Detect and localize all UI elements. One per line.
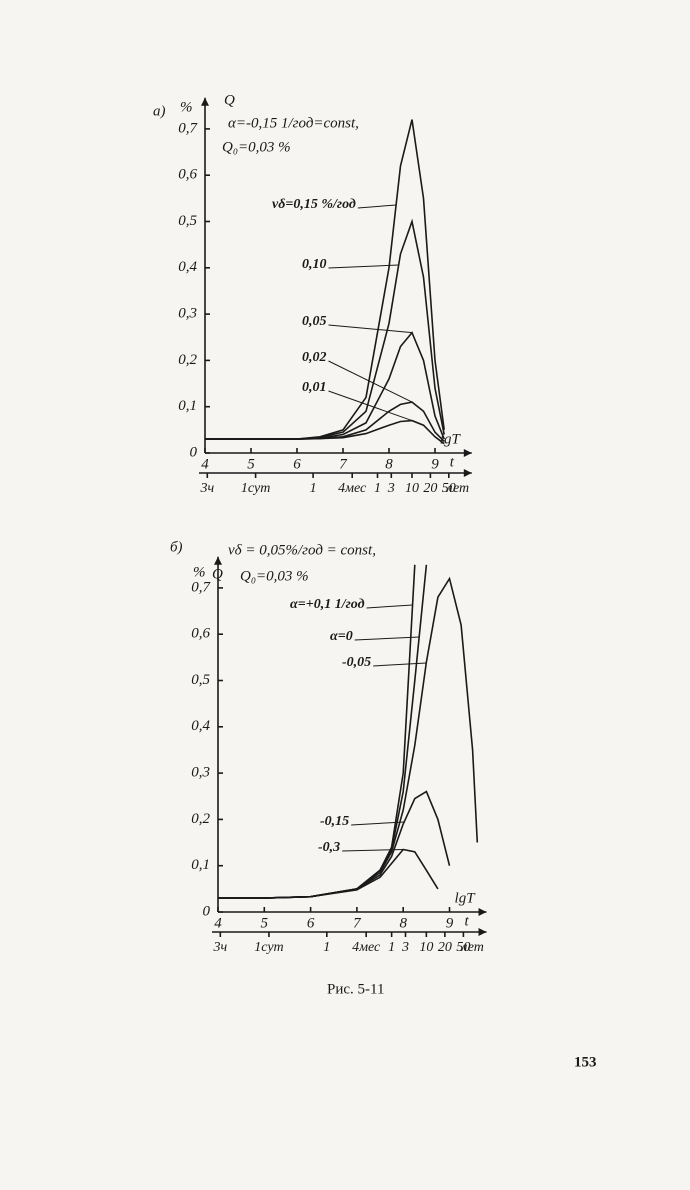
series-label: 0,10 <box>302 257 327 272</box>
leader-line <box>357 204 397 209</box>
page-number: 153 <box>574 1054 597 1070</box>
y-tick-label: 0,5 <box>191 672 210 688</box>
y-tick-label: 0,2 <box>178 352 197 368</box>
y-tick-label: 0,1 <box>178 398 197 414</box>
time-tick-label: 50 <box>456 940 470 955</box>
leader-line <box>342 848 404 852</box>
x-tick-label: 9 <box>446 915 454 931</box>
annotation: Q₀=0,03 % <box>222 139 291 155</box>
series-label: -0,05 <box>342 655 371 670</box>
series-label: 0,05 <box>302 314 327 329</box>
y-tick-label: 0,4 <box>191 718 210 734</box>
leader-line <box>354 636 420 641</box>
y-tick-label: 0,3 <box>178 306 197 322</box>
y-tick-label: 0,5 <box>178 213 197 229</box>
annotation: vδ = 0,05%/год = const, <box>228 542 376 558</box>
leader-line <box>366 604 413 609</box>
time-tick-label: 4мес <box>352 940 381 955</box>
y-tick-label: 0,6 <box>191 626 210 642</box>
y-unit: % <box>193 564 206 580</box>
chart: б) vδ = 0,05%/год = const,Q₀=0,03 %% QlgT0… <box>170 539 487 955</box>
time-tick-label: 3 <box>401 940 409 955</box>
y-tick-label: 0,2 <box>191 811 210 827</box>
x-tick-label: 5 <box>247 456 255 472</box>
time-tick-label: 3ч <box>212 940 227 955</box>
y-unit: % <box>180 99 193 115</box>
time-tick-label: 1сут <box>254 940 283 955</box>
x-tick-label: 8 <box>385 456 393 472</box>
y-tick-label: 0,7 <box>178 120 198 136</box>
x-tick-label: 8 <box>399 915 407 931</box>
leader-line <box>328 390 413 422</box>
time-tick-label: 4мес <box>338 481 367 496</box>
series-label: α=+0,1 1/год <box>290 597 365 612</box>
leader-line <box>373 662 427 667</box>
annotation: α=-0,15 1/год=const, <box>228 115 359 131</box>
series-line <box>218 848 439 899</box>
x-tick-label: 6 <box>307 915 315 931</box>
x-tick-label: 4 <box>201 456 209 472</box>
x-tick-label: 5 <box>261 915 269 931</box>
y-tick-label: 0,7 <box>191 579 211 595</box>
time-tick-label: 3ч <box>199 481 214 496</box>
time-tick-label: 20 <box>423 481 437 496</box>
time-tick-label: 3 <box>387 481 395 496</box>
series-label: vδ=0,15 %/год <box>272 197 356 212</box>
time-tick-label: 20 <box>438 940 452 955</box>
x-tick-label: 9 <box>431 456 439 472</box>
x-tick-label: 6 <box>293 456 301 472</box>
x-tick-label: 7 <box>339 456 348 472</box>
series-label: -0,3 <box>318 840 340 855</box>
time-unit: лет <box>460 940 484 955</box>
annotation: Q₀=0,03 % <box>240 568 309 584</box>
y-axis-label: Q <box>224 92 235 108</box>
time-tick-label: 10 <box>419 940 433 955</box>
y-tick-label: 0 <box>203 903 211 919</box>
x-axis-arrow <box>478 908 487 916</box>
time-tick-label: 1 <box>310 481 317 496</box>
series-line <box>218 564 416 899</box>
time-axis-label: t <box>450 454 455 470</box>
time-axis-arrow <box>478 928 487 936</box>
series-line <box>205 419 445 445</box>
panel-label: а) <box>153 103 166 119</box>
x-tick-label: 4 <box>214 915 222 931</box>
time-tick-label: 1 <box>388 940 395 955</box>
y-axis-arrow <box>214 556 222 565</box>
time-axis-arrow <box>463 469 472 477</box>
leader-line <box>328 324 413 334</box>
time-tick-label: 50 <box>442 481 456 496</box>
y-tick-label: 0,4 <box>178 259 197 275</box>
x-axis-label: lgT <box>455 890 477 906</box>
y-axis-arrow <box>201 97 209 106</box>
leader-line <box>328 360 413 403</box>
series-label: 0,01 <box>302 380 327 395</box>
time-unit: лет <box>446 481 470 496</box>
x-axis-arrow <box>463 449 472 457</box>
series-label: 0,02 <box>302 350 327 365</box>
y-tick-label: 0,6 <box>178 167 197 183</box>
series-line <box>205 218 445 440</box>
x-axis-label: lgT <box>440 431 462 447</box>
time-tick-label: 1 <box>323 940 330 955</box>
series-line <box>218 576 479 899</box>
series-label: -0,15 <box>320 814 349 829</box>
y-tick-label: 0 <box>190 444 198 460</box>
time-tick-label: 1сут <box>241 481 270 496</box>
leader-line <box>351 821 405 826</box>
time-axis-label: t <box>465 913 470 929</box>
panel-label: б) <box>170 539 183 555</box>
time-tick-label: 10 <box>405 481 419 496</box>
series-label: α=0 <box>330 629 353 644</box>
x-tick-label: 7 <box>353 915 362 931</box>
time-tick-label: 1 <box>374 481 381 496</box>
leader-line <box>328 264 399 269</box>
figure-caption: Рис. 5-11 <box>327 981 384 997</box>
y-tick-label: 0,3 <box>191 765 210 781</box>
y-tick-label: 0,1 <box>191 857 210 873</box>
